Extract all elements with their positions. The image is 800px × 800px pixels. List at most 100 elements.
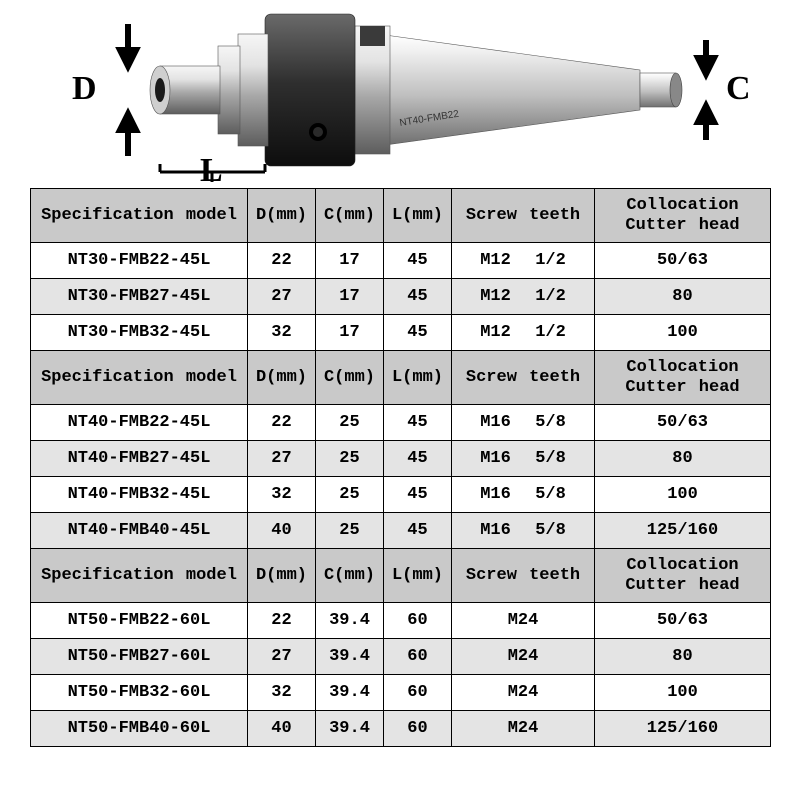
cell-l: 60 — [384, 711, 452, 747]
cell-d: 22 — [248, 243, 316, 279]
cell-c: 17 — [316, 243, 384, 279]
cell-coll: 80 — [595, 639, 771, 675]
dimension-label-d: D — [72, 70, 97, 108]
col-screw: Screw teeth — [452, 351, 595, 405]
cell-c: 25 — [316, 405, 384, 441]
spec-tables: Specification modelD(mm)C(mm)L(mm)Screw … — [30, 188, 770, 747]
cell-c: 25 — [316, 477, 384, 513]
col-d: D(mm) — [248, 189, 316, 243]
cell-coll: 100 — [595, 675, 771, 711]
cell-spec: NT40-FMB32-45L — [31, 477, 248, 513]
col-c: C(mm) — [316, 189, 384, 243]
cell-coll: 80 — [595, 441, 771, 477]
table-row: NT50-FMB22-60L2239.460M2450/63 — [31, 603, 771, 639]
col-coll: CollocationCutter head — [595, 189, 771, 243]
cell-spec: NT30-FMB32-45L — [31, 315, 248, 351]
table-header-row: Specification modelD(mm)C(mm)L(mm)Screw … — [31, 189, 771, 243]
col-l: L(mm) — [384, 351, 452, 405]
cell-screw: M12 1/2 — [452, 279, 595, 315]
cell-d: 22 — [248, 405, 316, 441]
cell-screw: M24 — [452, 675, 595, 711]
table-row: NT40-FMB22-45L222545M16 5/850/63 — [31, 405, 771, 441]
cell-c: 39.4 — [316, 639, 384, 675]
table-row: NT30-FMB32-45L321745M12 1/2100 — [31, 315, 771, 351]
table-row: NT50-FMB40-60L4039.460M24125/160 — [31, 711, 771, 747]
col-d: D(mm) — [248, 351, 316, 405]
table-header-row: Specification modelD(mm)C(mm)L(mm)Screw … — [31, 549, 771, 603]
col-spec: Specification model — [31, 189, 248, 243]
cell-c: 39.4 — [316, 711, 384, 747]
cell-coll: 80 — [595, 279, 771, 315]
cell-d: 22 — [248, 603, 316, 639]
cell-l: 60 — [384, 639, 452, 675]
cell-l: 45 — [384, 477, 452, 513]
cell-coll: 100 — [595, 315, 771, 351]
col-l: L(mm) — [384, 189, 452, 243]
cell-screw: M16 5/8 — [452, 477, 595, 513]
cell-c: 39.4 — [316, 603, 384, 639]
cell-c: 25 — [316, 441, 384, 477]
cell-c: 39.4 — [316, 675, 384, 711]
col-d: D(mm) — [248, 549, 316, 603]
cell-screw: M16 5/8 — [452, 405, 595, 441]
table-row: NT50-FMB32-60L3239.460M24100 — [31, 675, 771, 711]
cell-coll: 50/63 — [595, 243, 771, 279]
table-header-row: Specification modelD(mm)C(mm)L(mm)Screw … — [31, 351, 771, 405]
cell-d: 32 — [248, 477, 316, 513]
dimension-label-l: L — [200, 152, 223, 190]
tool-holder-diagram: NT40-FMB22 D C L — [0, 0, 800, 190]
table-row: NT40-FMB32-45L322545M16 5/8100 — [31, 477, 771, 513]
cell-l: 45 — [384, 279, 452, 315]
cell-c: 17 — [316, 279, 384, 315]
table-row: NT40-FMB40-45L402545M16 5/8125/160 — [31, 513, 771, 549]
cell-coll: 100 — [595, 477, 771, 513]
cell-screw: M24 — [452, 639, 595, 675]
cell-screw: M16 5/8 — [452, 441, 595, 477]
col-screw: Screw teeth — [452, 189, 595, 243]
cell-spec: NT50-FMB40-60L — [31, 711, 248, 747]
tool-holder-svg: NT40-FMB22 — [0, 0, 800, 190]
cell-coll: 125/160 — [595, 711, 771, 747]
cell-d: 40 — [248, 711, 316, 747]
cell-spec: NT50-FMB22-60L — [31, 603, 248, 639]
cell-spec: NT40-FMB27-45L — [31, 441, 248, 477]
col-screw: Screw teeth — [452, 549, 595, 603]
spec-table: Specification modelD(mm)C(mm)L(mm)Screw … — [30, 188, 771, 747]
col-l: L(mm) — [384, 549, 452, 603]
table-row: NT30-FMB27-45L271745M12 1/280 — [31, 279, 771, 315]
cell-spec: NT30-FMB27-45L — [31, 279, 248, 315]
cell-screw: M24 — [452, 711, 595, 747]
col-c: C(mm) — [316, 351, 384, 405]
cell-d: 27 — [248, 639, 316, 675]
col-spec: Specification model — [31, 549, 248, 603]
cell-spec: NT50-FMB27-60L — [31, 639, 248, 675]
cell-screw: M12 1/2 — [452, 243, 595, 279]
cell-l: 45 — [384, 513, 452, 549]
dimension-label-c: C — [726, 70, 751, 108]
cell-c: 17 — [316, 315, 384, 351]
cell-d: 40 — [248, 513, 316, 549]
cell-spec: NT30-FMB22-45L — [31, 243, 248, 279]
cell-d: 32 — [248, 675, 316, 711]
table-row: NT30-FMB22-45L221745M12 1/250/63 — [31, 243, 771, 279]
table-row: NT40-FMB27-45L272545M16 5/880 — [31, 441, 771, 477]
cell-l: 45 — [384, 441, 452, 477]
col-c: C(mm) — [316, 549, 384, 603]
cell-coll: 125/160 — [595, 513, 771, 549]
col-spec: Specification model — [31, 351, 248, 405]
col-coll: CollocationCutter head — [595, 351, 771, 405]
cell-coll: 50/63 — [595, 603, 771, 639]
cell-spec: NT40-FMB22-45L — [31, 405, 248, 441]
cell-l: 60 — [384, 675, 452, 711]
cell-l: 45 — [384, 405, 452, 441]
cell-c: 25 — [316, 513, 384, 549]
table-row: NT50-FMB27-60L2739.460M2480 — [31, 639, 771, 675]
cell-screw: M16 5/8 — [452, 513, 595, 549]
cell-screw: M24 — [452, 603, 595, 639]
cell-l: 45 — [384, 315, 452, 351]
cell-d: 27 — [248, 441, 316, 477]
cell-d: 32 — [248, 315, 316, 351]
cell-l: 60 — [384, 603, 452, 639]
cell-screw: M12 1/2 — [452, 315, 595, 351]
cell-coll: 50/63 — [595, 405, 771, 441]
